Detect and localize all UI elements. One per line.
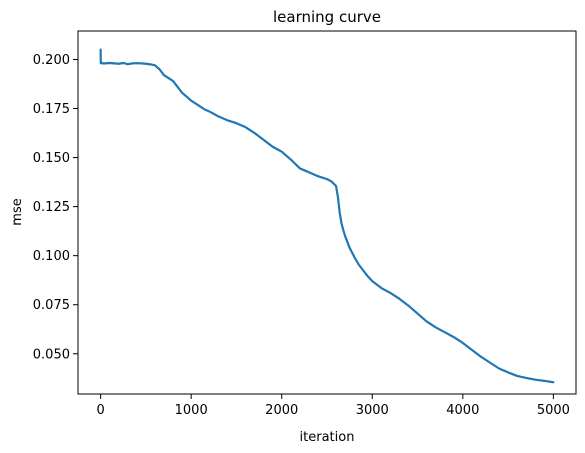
x-tick-label: 1000 bbox=[175, 403, 208, 418]
x-tick-label: 5000 bbox=[537, 403, 570, 418]
x-tick-label: 2000 bbox=[265, 403, 298, 418]
y-tick-label: 0.100 bbox=[33, 249, 70, 264]
x-axis-label: iteration bbox=[300, 430, 355, 445]
y-tick-label: 0.150 bbox=[33, 151, 70, 166]
x-tick-label: 4000 bbox=[446, 403, 479, 418]
chart-title: learning curve bbox=[273, 8, 381, 26]
y-axis-ticks: 0.050 0.075 0.100 0.125 0.150 0.175 0.200 bbox=[33, 53, 78, 362]
y-tick-label: 0.075 bbox=[33, 298, 70, 313]
x-tick-label: 0 bbox=[96, 403, 104, 418]
plot-frame bbox=[77, 30, 577, 395]
x-tick-label: 3000 bbox=[356, 403, 389, 418]
y-tick-label: 0.050 bbox=[33, 347, 70, 362]
y-tick-label: 0.200 bbox=[33, 53, 70, 68]
y-tick-label: 0.125 bbox=[33, 200, 70, 215]
series-line-0 bbox=[99, 48, 555, 384]
y-axis-label: mse bbox=[10, 198, 25, 225]
x-axis-ticks: 0 1000 2000 3000 4000 5000 bbox=[96, 394, 570, 418]
y-tick-label: 0.175 bbox=[33, 102, 70, 117]
plot-area bbox=[99, 48, 555, 384]
